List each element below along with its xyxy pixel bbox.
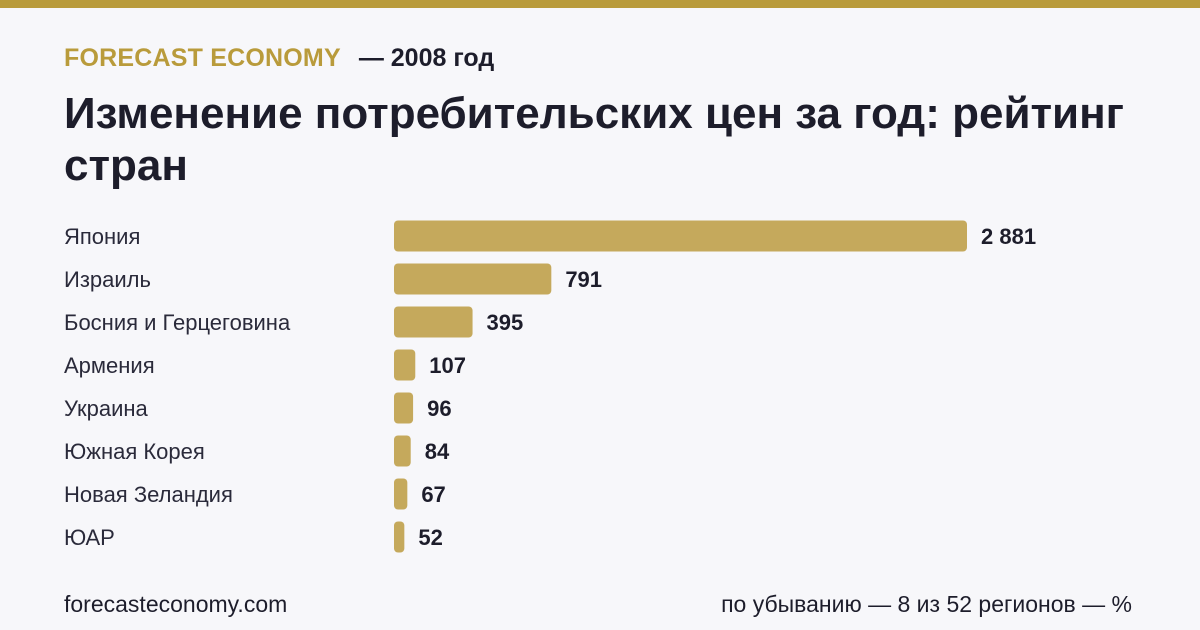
brand-name: FORECAST ECONOMY: [64, 44, 341, 72]
footer-site[interactable]: forecasteconomy.com: [64, 591, 288, 617]
value-label: 2 881: [981, 224, 1036, 249]
header: FORECAST ECONOMY — 2008 год: [64, 44, 494, 73]
bar: [394, 521, 405, 553]
category-label: Южная Корея: [64, 439, 205, 464]
period-label: — 2008 год: [358, 44, 495, 72]
value-label: 791: [565, 267, 602, 292]
bar: [394, 306, 473, 338]
category-label: ЮАР: [64, 525, 115, 550]
top-accent-bar: [0, 0, 1200, 8]
category-label: Япония: [64, 224, 140, 249]
category-label: Украина: [64, 396, 149, 421]
category-label: Израиль: [64, 267, 151, 292]
value-label: 52: [418, 525, 442, 550]
bar: [394, 220, 967, 252]
bar: [394, 392, 414, 424]
bar: [394, 478, 408, 510]
bar: [394, 263, 552, 295]
bar: [394, 349, 416, 381]
value-label: 395: [487, 310, 524, 335]
footer-note: по убыванию — 8 из 52 регионов — %: [721, 591, 1132, 617]
category-label: Босния и Герцеговина: [64, 310, 291, 335]
bar-chart: Япония 2 881 Израиль 791 Босния и Герцеговин…: [64, 220, 1036, 553]
value-label: 84: [425, 439, 450, 464]
value-label: 96: [427, 396, 451, 421]
page-title: Изменение потребительских цен за год: ре…: [64, 89, 1124, 190]
category-label: Новая Зеландия: [64, 482, 233, 507]
category-label: Армения: [64, 353, 155, 378]
value-label: 67: [421, 482, 445, 507]
bar: [394, 435, 411, 467]
value-label: 107: [429, 353, 466, 378]
